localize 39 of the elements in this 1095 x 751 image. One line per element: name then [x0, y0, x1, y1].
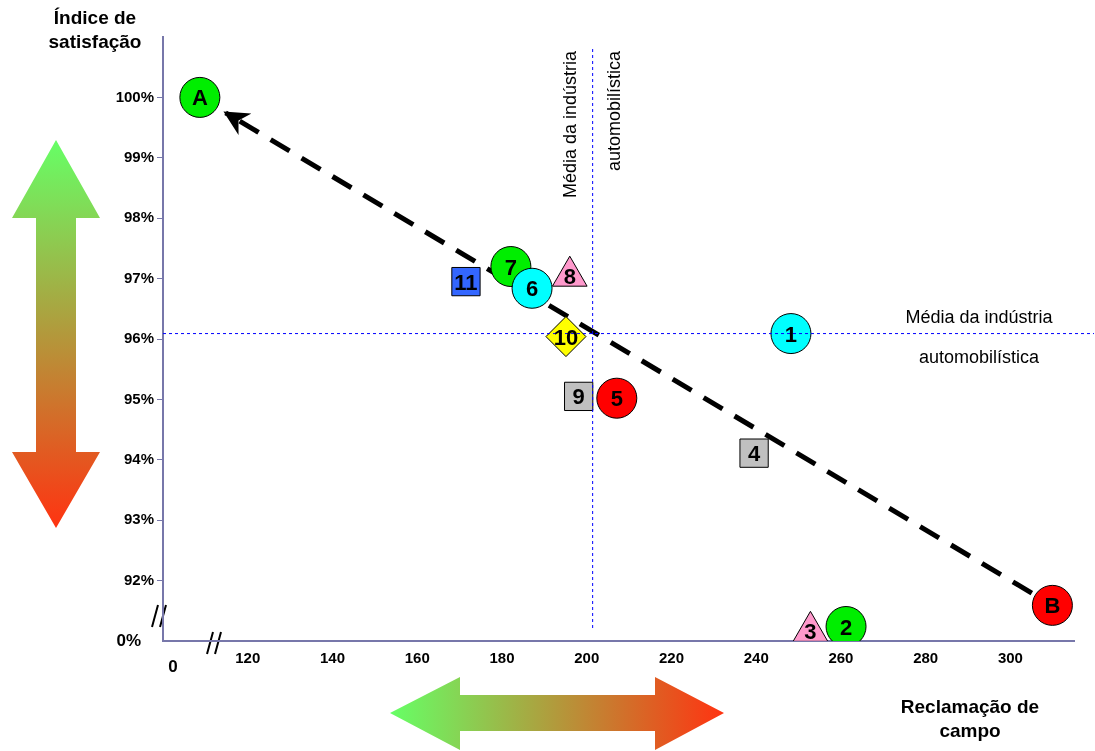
- point: [770, 313, 812, 355]
- text: Média da indústria automobilística: [559, 51, 624, 199]
- x-tick-label: 240: [743, 649, 769, 667]
- series-label: 7: [504, 254, 517, 280]
- y-tick-label: 95%: [123, 389, 154, 407]
- x-tick-label: 180: [489, 649, 515, 667]
- series-label: 3: [804, 619, 817, 645]
- series-label: 6: [525, 276, 539, 302]
- y-tick-label: 98%: [123, 208, 154, 226]
- x-axis-title: Reclamação de campo: [899, 695, 1041, 743]
- x-tick-label: 140: [319, 649, 345, 667]
- series-label: 1: [784, 321, 798, 347]
- series-label: B: [1044, 593, 1061, 619]
- series-label: 8: [563, 264, 576, 290]
- x-tick-label: 120: [235, 649, 261, 667]
- x-tick-label: 260: [828, 649, 854, 667]
- y-tick-label: 96%: [123, 329, 154, 347]
- x-tick-label: 200: [574, 649, 600, 667]
- text: 0%: [116, 630, 141, 650]
- series-label: 10: [553, 324, 579, 350]
- x-tick-label: 160: [404, 649, 430, 667]
- x-tick-label: 220: [658, 649, 684, 667]
- y-tick-label: 94%: [123, 449, 154, 467]
- y-axis-title: Índice de satisfação: [47, 6, 143, 54]
- series-label: A: [191, 85, 208, 111]
- y-tick-label: 97%: [123, 268, 154, 286]
- series-label: 5: [610, 386, 623, 412]
- ref-line-label: Média da indústria automobilística: [905, 306, 1054, 367]
- x-tick-label: 280: [913, 649, 939, 667]
- y-tick-label: 93%: [123, 510, 154, 528]
- y-tick-label: 99%: [123, 147, 154, 165]
- series-label: 9: [572, 384, 585, 410]
- x-tick-label: 300: [997, 649, 1023, 667]
- y-tick-label: 92%: [123, 570, 154, 588]
- series-label: 11: [454, 269, 478, 295]
- series-label: 2: [839, 614, 853, 640]
- y-tick-label: 100%: [115, 87, 154, 105]
- text: 0: [168, 656, 178, 676]
- series-label: 4: [747, 441, 761, 467]
